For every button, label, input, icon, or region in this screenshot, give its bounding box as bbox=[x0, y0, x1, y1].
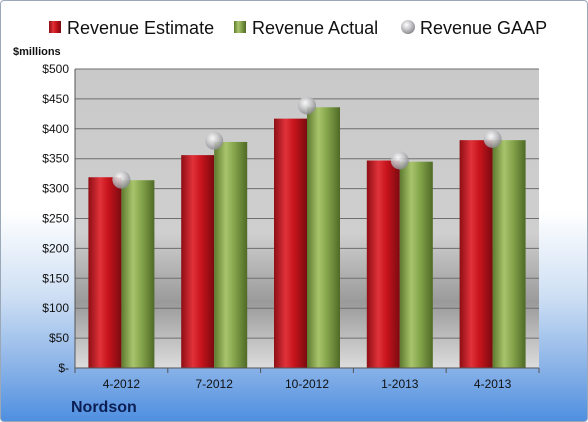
y-tick-label: $450 bbox=[42, 92, 69, 106]
marker-revenue-gaap bbox=[298, 96, 316, 115]
legend-swatch-estimate bbox=[49, 21, 61, 33]
x-tick-label: 4-2013 bbox=[474, 377, 512, 391]
bar-revenue-estimate bbox=[274, 118, 307, 368]
legend-swatch-gaap bbox=[401, 20, 415, 34]
y-tick-label: $- bbox=[58, 361, 69, 375]
bar-revenue-estimate bbox=[88, 177, 122, 368]
x-tick-label: 10-2012 bbox=[285, 377, 329, 391]
gaap-markers bbox=[112, 96, 502, 189]
legend-item-gaap: Revenue GAAP bbox=[401, 18, 547, 38]
y-tick-label: $100 bbox=[42, 301, 69, 315]
legend-item-estimate: Revenue Estimate bbox=[49, 18, 214, 38]
y-unit-label: $millions bbox=[13, 46, 61, 58]
marker-revenue-gaap bbox=[483, 129, 502, 148]
y-tick-label: $150 bbox=[42, 271, 69, 285]
y-tick-label: $350 bbox=[42, 152, 69, 166]
x-tick-label: 4-2012 bbox=[103, 377, 141, 391]
legend-label-gaap: Revenue GAAP bbox=[420, 18, 547, 38]
bar-revenue-actual bbox=[492, 140, 526, 368]
legend-swatch-actual bbox=[234, 21, 246, 33]
marker-revenue-gaap bbox=[390, 151, 409, 170]
y-tick-label: $250 bbox=[42, 212, 69, 226]
x-tick-label: 1-2013 bbox=[381, 377, 419, 391]
bar-revenue-estimate bbox=[366, 160, 400, 368]
y-axis-ticks: $- $50 $100 $150 $200 $250 $300 $350 $400 $450 $50… bbox=[42, 62, 69, 375]
bar-revenue-actual bbox=[214, 141, 248, 368]
company-name: Nordson bbox=[71, 399, 137, 416]
y-tick-label: $200 bbox=[42, 241, 69, 255]
legend-label-estimate: Revenue Estimate bbox=[67, 18, 214, 38]
x-axis-ticks: 4-2012 7-2012 10-2012 1-2013 4-2013 bbox=[74, 368, 540, 391]
marker-revenue-gaap bbox=[205, 131, 224, 150]
bar-revenue-actual bbox=[307, 107, 340, 368]
y-tick-label: $50 bbox=[49, 331, 69, 345]
y-tick-label: $300 bbox=[42, 182, 69, 196]
bars bbox=[88, 107, 526, 368]
y-tick-label: $500 bbox=[42, 62, 69, 76]
legend: Revenue Estimate Revenue Actual Revenue … bbox=[49, 18, 547, 38]
bar-revenue-actual bbox=[399, 161, 433, 368]
marker-revenue-gaap bbox=[112, 170, 131, 189]
legend-label-actual: Revenue Actual bbox=[252, 18, 378, 38]
legend-item-actual: Revenue Actual bbox=[234, 18, 378, 38]
x-tick-label: 7-2012 bbox=[196, 377, 234, 391]
bar-revenue-actual bbox=[121, 180, 155, 368]
y-tick-label: $400 bbox=[42, 122, 69, 136]
bar-revenue-estimate bbox=[459, 140, 493, 368]
bar-revenue-estimate bbox=[181, 155, 215, 368]
